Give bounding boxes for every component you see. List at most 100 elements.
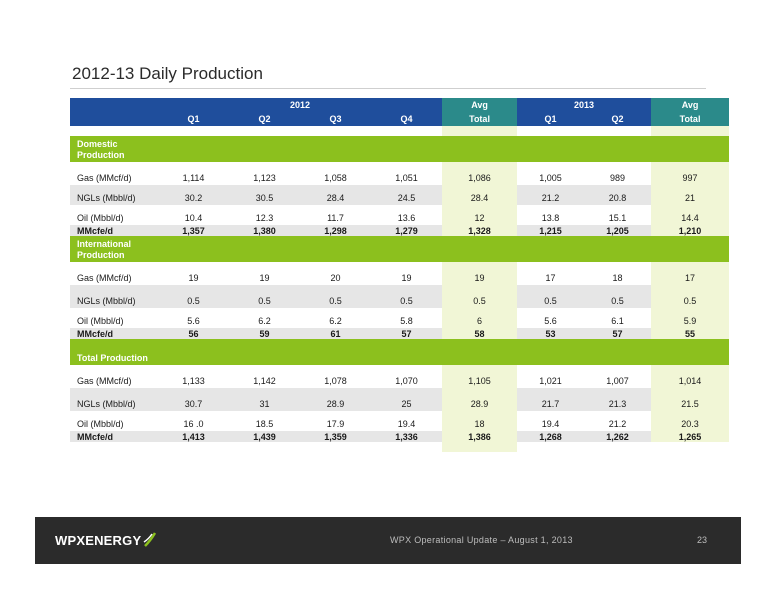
- table-cell: 12.3: [255, 213, 274, 223]
- row-label: Oil (Mbbl/d): [77, 213, 124, 223]
- table-cell: 1,058: [324, 173, 347, 183]
- table-cell: 28.9: [442, 388, 518, 411]
- table-cell: 1,380: [229, 225, 300, 236]
- table-row: Oil (Mbbl/d) 5.6 6.2 6.2 5.8 6 5.6 6.1 5.9: [70, 308, 730, 328]
- table-cell: 30.2: [158, 185, 229, 205]
- section-label: Domestic Production: [70, 136, 158, 162]
- logo-wordmark: WPXENERGY: [55, 532, 142, 548]
- row-label: Oil (Mbbl/d): [77, 316, 124, 326]
- row-label: NGLs (Mbbl/d): [70, 388, 158, 411]
- header-avg-2012: Avg: [442, 98, 518, 112]
- table-cell: 1,051: [395, 173, 418, 183]
- table-cell: 56: [158, 328, 229, 339]
- row-label: Gas (MMcf/d): [77, 376, 132, 386]
- table-cell: 0.5: [651, 285, 730, 308]
- table-cell: 5.6: [187, 316, 200, 326]
- table-cell: 1,114: [182, 173, 205, 183]
- table-row: Oil (Mbbl/d) 10.4 12.3 11.7 13.6 12 13.8 15.1 14…: [70, 205, 730, 225]
- table-cell: 1,336: [371, 431, 443, 442]
- page-number: 23: [696, 535, 707, 545]
- logo-swoosh-icon: [143, 532, 157, 547]
- table-cell: 1,123: [253, 173, 276, 183]
- table-row: MMcfe/d 56 59 61 57 58 53 57 55: [70, 328, 730, 339]
- table-cell: 21.3: [584, 388, 652, 411]
- table-cell: 1,413: [158, 431, 229, 442]
- table-cell: 1,359: [300, 431, 371, 442]
- table-cell: 21.2: [517, 185, 585, 205]
- header-2012: 2012: [158, 98, 443, 112]
- row-label: Oil (Mbbl/d): [77, 419, 124, 429]
- company-logo: WPXENERGY: [55, 529, 157, 551]
- table-cell: 6.1: [611, 316, 624, 326]
- table-cell: 61: [300, 328, 371, 339]
- table-row: Gas (MMcf/d) 1,133 1,142 1,078 1,070 1,105 1,0…: [70, 365, 730, 388]
- table-cell: 30.7: [158, 388, 229, 411]
- table-cell: 19: [259, 273, 270, 283]
- table-cell: 19.4: [541, 419, 560, 429]
- table-cell: 0.5: [442, 285, 518, 308]
- table-row: Oil (Mbbl/d) 16 .0 18.5 17.9 19.4 18 19.4 21.2 2…: [70, 411, 730, 431]
- table-cell: 5.6: [544, 316, 557, 326]
- row-label: NGLs (Mbbl/d): [70, 185, 158, 205]
- table-cell: 20.3: [651, 411, 730, 431]
- table-cell: 1,005: [539, 173, 562, 183]
- table-cell: 1,142: [253, 376, 276, 386]
- table-cell: 30.5: [229, 185, 300, 205]
- header-total-2012: Total: [442, 112, 518, 126]
- production-table: 2012 Avg 2013 Avg Q1 Q2 Q3 Q4 Total Q1 Q…: [70, 98, 730, 452]
- table-cell: 24.5: [371, 185, 443, 205]
- header-2012-q1: Q1: [158, 112, 229, 126]
- header-avg-2013: Avg: [651, 98, 730, 112]
- table-cell: 997: [651, 162, 730, 185]
- table-cell: 15.1: [608, 213, 627, 223]
- header-2012-q3: Q3: [300, 112, 371, 126]
- table-cell: 12: [442, 205, 518, 225]
- header-2013-q1: Q1: [517, 112, 585, 126]
- table-cell: 1,439: [229, 431, 300, 442]
- table-cell: 14.4: [651, 205, 730, 225]
- table-cell: 5.9: [651, 308, 730, 328]
- table-cell: 53: [517, 328, 585, 339]
- table-cell: 13.6: [397, 213, 416, 223]
- table-row: MMcfe/d 1,357 1,380 1,298 1,279 1,328 1,215 1,2…: [70, 225, 730, 236]
- table-cell: 0.5: [584, 285, 652, 308]
- header-2012-q2: Q2: [229, 112, 300, 126]
- table-cell: 16 .0: [183, 419, 204, 429]
- table-row: NGLs (Mbbl/d) 30.2 30.5 28.4 24.5 28.4 21.2 20.…: [70, 185, 730, 205]
- table-cell: 1,133: [182, 376, 205, 386]
- table-cell: 6.2: [258, 316, 271, 326]
- table-cell: 1,357: [158, 225, 229, 236]
- row-label: Gas (MMcf/d): [77, 273, 132, 283]
- table-cell: 18.5: [255, 419, 274, 429]
- header-total-2013: Total: [651, 112, 730, 126]
- table-cell: 0.5: [229, 285, 300, 308]
- row-label: MMcfe/d: [70, 225, 158, 236]
- table-row: NGLs (Mbbl/d) 0.5 0.5 0.5 0.5 0.5 0.5 0.5 0.5: [70, 285, 730, 308]
- table-cell: 1,086: [442, 162, 518, 185]
- table-cell: 1,210: [651, 225, 730, 236]
- table-cell: 17.9: [326, 419, 345, 429]
- row-label: MMcfe/d: [70, 328, 158, 339]
- table-cell: 1,014: [651, 365, 730, 388]
- table-cell: 11.7: [327, 213, 344, 223]
- footer-caption: WPX Operational Update – August 1, 2013: [390, 535, 573, 545]
- table-cell: 57: [584, 328, 652, 339]
- row-label: Gas (MMcf/d): [77, 173, 132, 183]
- table-cell: 17: [651, 262, 730, 285]
- table-row: NGLs (Mbbl/d) 30.7 31 28.9 25 28.9 21.7 21.3 21.…: [70, 388, 730, 411]
- table-cell: 19: [401, 273, 412, 283]
- header-row-quarters: Q1 Q2 Q3 Q4 Total Q1 Q2 Total: [70, 112, 730, 126]
- table-cell: 1,298: [300, 225, 371, 236]
- table-cell: 21.7: [517, 388, 585, 411]
- table-cell: 1,205: [584, 225, 652, 236]
- table-cell: 21: [651, 185, 730, 205]
- table-cell: 1,268: [517, 431, 585, 442]
- table-cell: 19: [442, 262, 518, 285]
- table-cell: 0.5: [371, 285, 443, 308]
- table-cell: 21.5: [651, 388, 730, 411]
- header-2013-q2: Q2: [584, 112, 652, 126]
- table-cell: 57: [371, 328, 443, 339]
- table-cell: 1,265: [651, 431, 730, 442]
- table-cell: 31: [229, 388, 300, 411]
- table-cell: 989: [610, 173, 626, 183]
